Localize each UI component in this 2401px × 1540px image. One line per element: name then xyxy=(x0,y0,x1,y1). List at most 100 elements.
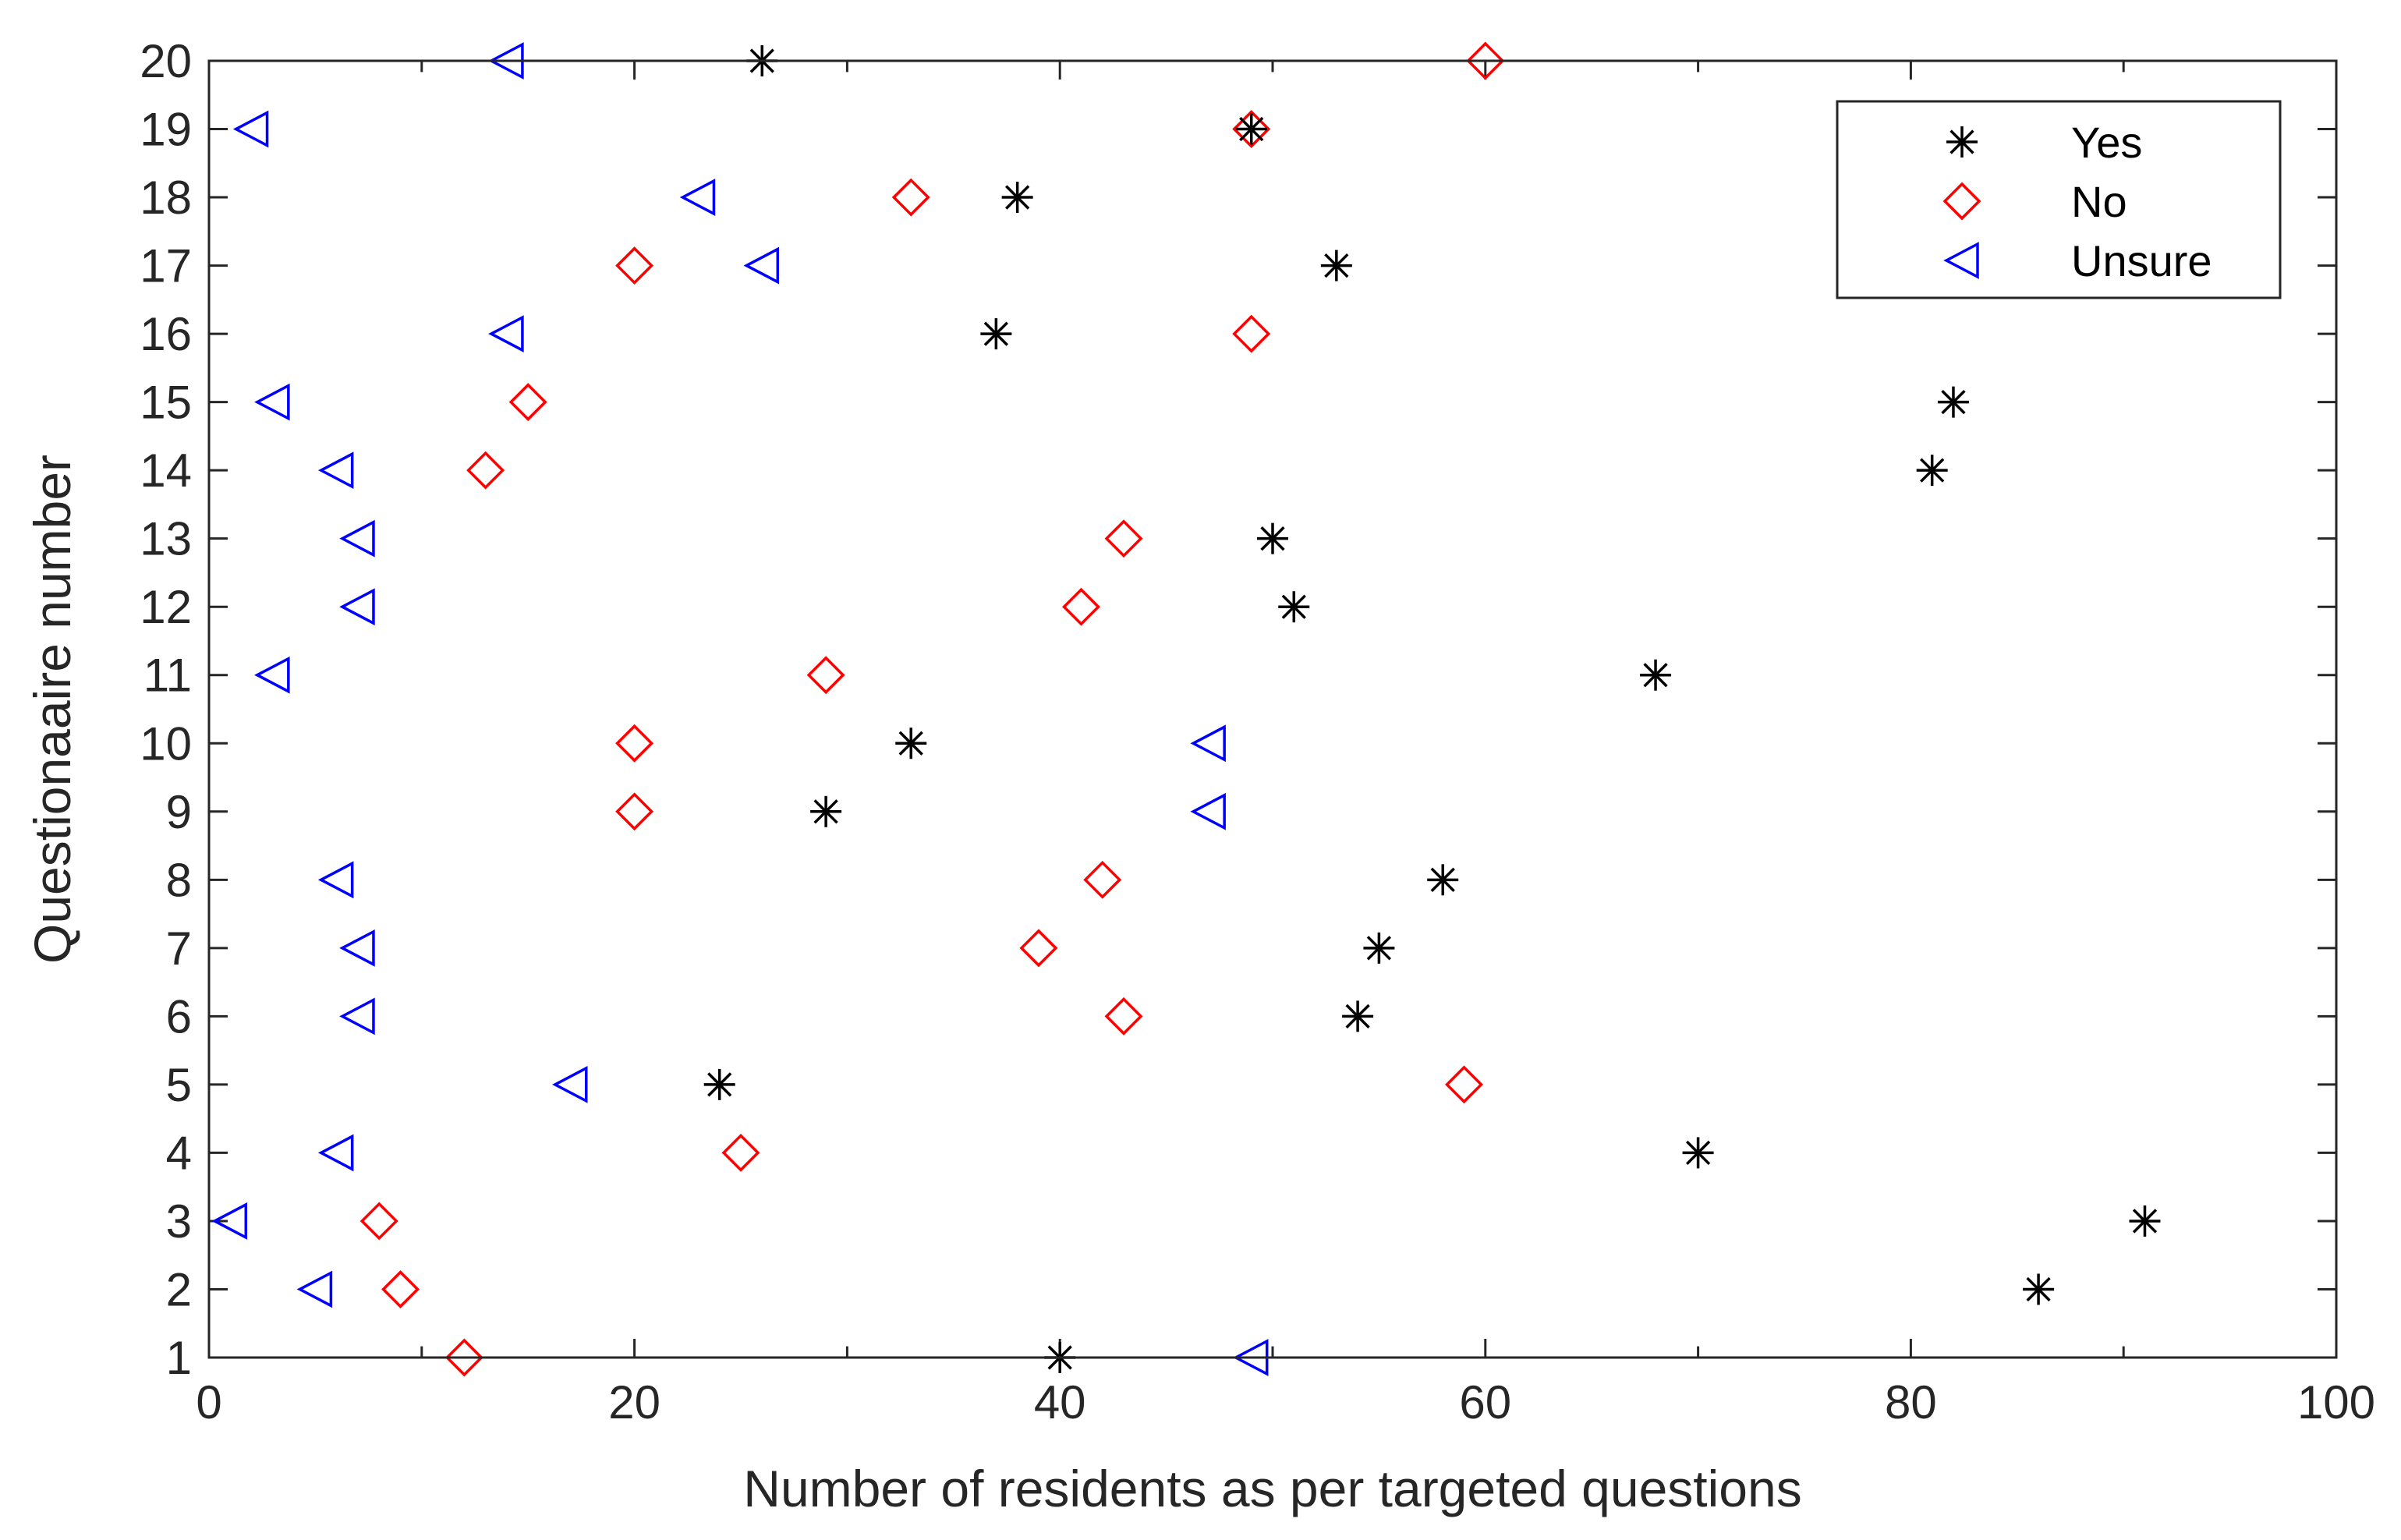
point-yes xyxy=(895,728,927,759)
asterisk-stroke xyxy=(983,321,1008,346)
x-tick-label: 80 xyxy=(1885,1376,1937,1428)
asterisk-stroke xyxy=(1324,253,1349,278)
point-unsure xyxy=(339,997,375,1036)
y-tick-label: 3 xyxy=(166,1195,192,1248)
y-tick-label: 13 xyxy=(140,513,192,565)
point-unsure xyxy=(296,1270,333,1308)
point-unsure xyxy=(254,656,290,694)
asterisk-stroke xyxy=(1366,936,1392,961)
legend-marker-unsure xyxy=(1943,242,1979,279)
point-yes xyxy=(1235,113,1267,145)
legend-marker-yes xyxy=(1946,126,1978,158)
point-yes xyxy=(1937,386,1969,418)
point-no xyxy=(1232,110,1271,149)
asterisk-stroke xyxy=(1260,526,1285,551)
point-no xyxy=(444,1338,483,1377)
asterisk-stroke xyxy=(1345,1004,1370,1029)
legend-label-unsure: Unsure xyxy=(2071,236,2212,285)
point-yes xyxy=(1682,1137,1714,1169)
legend: Yes No Unsure xyxy=(1836,100,2282,299)
y-tick-label: 5 xyxy=(166,1059,192,1111)
asterisk-stroke xyxy=(1643,663,1668,688)
asterisk-stroke xyxy=(898,731,923,756)
y-tick-label: 7 xyxy=(166,922,192,975)
point-no xyxy=(721,1133,760,1172)
x-axis-title: Number of residents as per targeted ques… xyxy=(743,1460,1801,1517)
point-no xyxy=(1104,519,1143,558)
point-unsure xyxy=(211,1202,248,1240)
ticks-layer: 0 20 40 60 80 1001234567891011121314151617181… xyxy=(140,35,2375,1428)
asterisk-stroke xyxy=(1281,594,1306,619)
point-unsure xyxy=(743,246,780,285)
point-yes xyxy=(1001,182,1033,214)
point-no xyxy=(1466,41,1505,80)
point-no xyxy=(1083,860,1122,899)
y-tick-label: 8 xyxy=(166,854,192,906)
point-yes xyxy=(1342,1000,1374,1032)
plot-area-frame xyxy=(207,59,2338,1359)
point-yes xyxy=(1427,864,1459,896)
point-no xyxy=(359,1202,398,1241)
point-no xyxy=(508,383,547,422)
y-axis-title: Questionaaire number xyxy=(23,455,81,964)
legend-box xyxy=(1836,100,2282,299)
asterisk-stroke xyxy=(707,1072,732,1097)
point-no xyxy=(615,724,654,763)
legend-entry-no: No xyxy=(1942,177,2127,226)
y-tick-label: 19 xyxy=(140,104,192,156)
legend-label-no: No xyxy=(2071,177,2127,226)
asterisk-stroke xyxy=(1920,458,1945,483)
y-tick-label: 9 xyxy=(166,786,192,838)
point-no xyxy=(891,178,930,217)
y-tick-label: 20 xyxy=(140,35,192,87)
series-no xyxy=(359,41,1505,1377)
point-no xyxy=(1019,929,1058,968)
y-tick-label: 11 xyxy=(143,650,192,702)
y-tick-label: 4 xyxy=(166,1127,192,1179)
x-tick-label: 60 xyxy=(1459,1376,1511,1428)
point-yes xyxy=(980,318,1012,350)
point-no xyxy=(1104,997,1143,1036)
series-unsure xyxy=(211,42,1269,1376)
point-no xyxy=(466,451,505,490)
point-unsure xyxy=(317,861,354,899)
legend-label-yes: Yes xyxy=(2071,118,2142,167)
point-unsure xyxy=(232,110,269,148)
point-unsure xyxy=(339,929,375,967)
y-tick-label: 1 xyxy=(166,1332,192,1384)
point-no xyxy=(615,792,654,831)
point-no xyxy=(1232,314,1271,353)
asterisk-stroke xyxy=(2026,1276,2051,1302)
point-yes xyxy=(1278,591,1310,623)
asterisk-stroke xyxy=(1941,389,1966,415)
point-unsure xyxy=(254,383,290,421)
legend-entry-yes: Yes xyxy=(1946,118,2142,167)
x-tick-label: 100 xyxy=(2297,1376,2375,1428)
point-yes xyxy=(1257,522,1288,554)
asterisk-stroke xyxy=(1239,116,1264,142)
asterisk-stroke xyxy=(1430,867,1455,892)
point-unsure xyxy=(679,179,716,216)
legend-entry-unsure: Unsure xyxy=(1943,236,2212,285)
asterisk-stroke xyxy=(1005,185,1030,210)
point-unsure xyxy=(1190,792,1226,830)
point-unsure xyxy=(488,315,524,353)
y-tick-label: 16 xyxy=(140,308,192,360)
y-tick-label: 18 xyxy=(140,172,192,224)
point-yes xyxy=(1363,932,1395,964)
point-no xyxy=(615,246,654,285)
point-yes xyxy=(1320,250,1352,281)
y-tick-label: 14 xyxy=(140,444,192,497)
legend-marker-no xyxy=(1942,182,1981,221)
point-yes xyxy=(2023,1273,2055,1305)
point-no xyxy=(1445,1065,1483,1104)
asterisk-stroke xyxy=(1685,1140,1711,1166)
y-tick-label: 10 xyxy=(140,717,192,770)
series-yes xyxy=(703,45,2161,1373)
point-yes xyxy=(703,1068,735,1100)
x-tick-label: 20 xyxy=(608,1376,660,1428)
point-no xyxy=(806,656,845,695)
point-yes xyxy=(810,795,842,827)
